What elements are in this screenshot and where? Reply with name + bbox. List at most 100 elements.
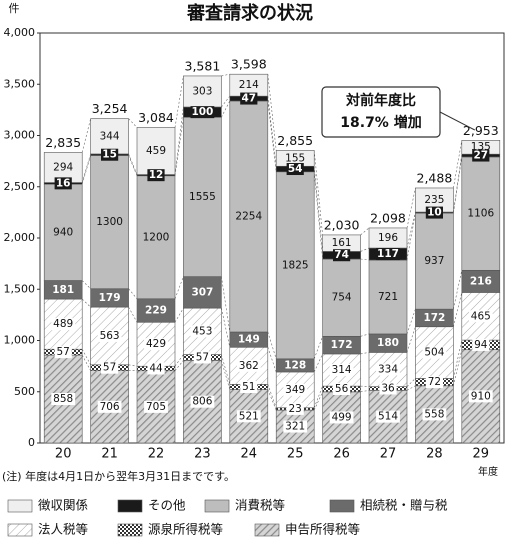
label-bg [468,310,493,323]
bar-segment [229,100,269,333]
data-label: 180 [377,337,399,349]
label-bg [101,148,119,161]
annotation: 対前年度比 18.7% 増加 [321,86,476,138]
data-label: 453 [192,325,212,337]
data-label: 196 [378,232,398,244]
connector [267,347,277,373]
connector [174,360,184,371]
connector [174,307,184,323]
legend-swatch [7,499,33,513]
data-label: 465 [471,310,491,322]
label-bg [376,248,400,261]
connector [313,150,323,235]
label-bg [144,400,168,413]
label-bg [425,206,443,219]
x-tick-label: 24 [241,447,258,462]
label-bg [379,382,397,395]
data-label: 499 [332,411,352,423]
bar-segment [136,127,176,175]
data-label: 1555 [189,191,216,203]
x-tick-label: 28 [426,447,443,462]
connector [221,73,230,77]
connector [360,352,370,355]
bar-segment [183,276,222,309]
y-tick-label: 3,000 [4,129,36,142]
bar-segment [275,409,315,444]
data-label: 149 [238,334,260,346]
bar-segment [322,258,361,337]
legend-swatch [117,523,143,537]
data-label: 27 [473,150,488,162]
data-label: 314 [332,364,352,376]
label-bg [51,393,76,406]
bar-segment [183,116,222,277]
connector [81,153,91,183]
x-unit: 年度 [478,465,498,478]
connector [174,276,184,299]
data-label: 47 [241,93,256,105]
connector [313,166,323,252]
data-label: 344 [100,130,120,142]
data-label: 349 [285,384,305,396]
connector [360,227,370,236]
label-bg [333,382,351,395]
y-tick-label: 4,000 [4,26,36,39]
data-label: 214 [239,79,259,91]
label-bg [472,338,490,351]
data-label: 155 [285,152,305,164]
connector [81,118,91,153]
y-tick-label: 500 [14,385,35,398]
total-label: 3,084 [138,110,174,125]
label-bg [147,362,165,375]
x-tick-label: 25 [287,447,304,462]
connector [128,118,138,128]
y-tick-label: 0 [28,436,35,449]
total-label: 2,030 [324,217,360,232]
data-label: 1106 [467,208,494,220]
legend-label: 消費税等 [235,498,285,513]
data-label: 307 [191,286,213,298]
data-label: 321 [285,421,305,433]
bar-segment [183,75,222,108]
bar-segment [461,156,501,271]
connector [81,298,91,308]
label-bg [468,390,493,403]
data-label: 721 [378,291,398,303]
total-label: 2,488 [417,170,453,185]
data-label: 128 [284,359,306,371]
y-tick-label: 2,500 [4,180,36,193]
connector [174,117,184,176]
data-label: 100 [191,106,213,118]
annotation-text: 対前年度比 [345,92,416,109]
bar-segment [90,155,129,290]
y-tick-label: 1,000 [4,334,36,347]
connector [221,276,231,333]
data-label: 57 [103,362,116,374]
total-label: 3,254 [92,101,128,116]
data-label: 459 [146,145,166,157]
connector [406,211,416,249]
data-label: 489 [53,318,73,330]
data-label: 563 [100,330,120,342]
data-label: 858 [53,393,73,405]
x-tick-label: 29 [473,447,490,462]
connector [453,156,463,214]
total-label: 2,855 [277,133,313,148]
connector [267,389,277,411]
data-label: 181 [52,284,74,296]
x-tick-label: 21 [101,447,118,462]
label-bg [190,325,215,338]
label-bg [240,92,258,105]
connector [221,100,231,118]
data-label: 51 [242,381,255,393]
bar-segment [415,212,454,310]
label-bg [422,408,447,421]
chart-title: 審査請求の状況 [186,2,313,24]
connector [453,340,463,379]
connector [81,354,91,371]
y-tick-label: 3,500 [4,77,36,90]
connector [406,326,416,353]
legend-label: 源泉所得税等 [148,522,223,537]
annotation-text: 18.7% 増加 [340,114,421,131]
data-label: 504 [424,347,444,359]
